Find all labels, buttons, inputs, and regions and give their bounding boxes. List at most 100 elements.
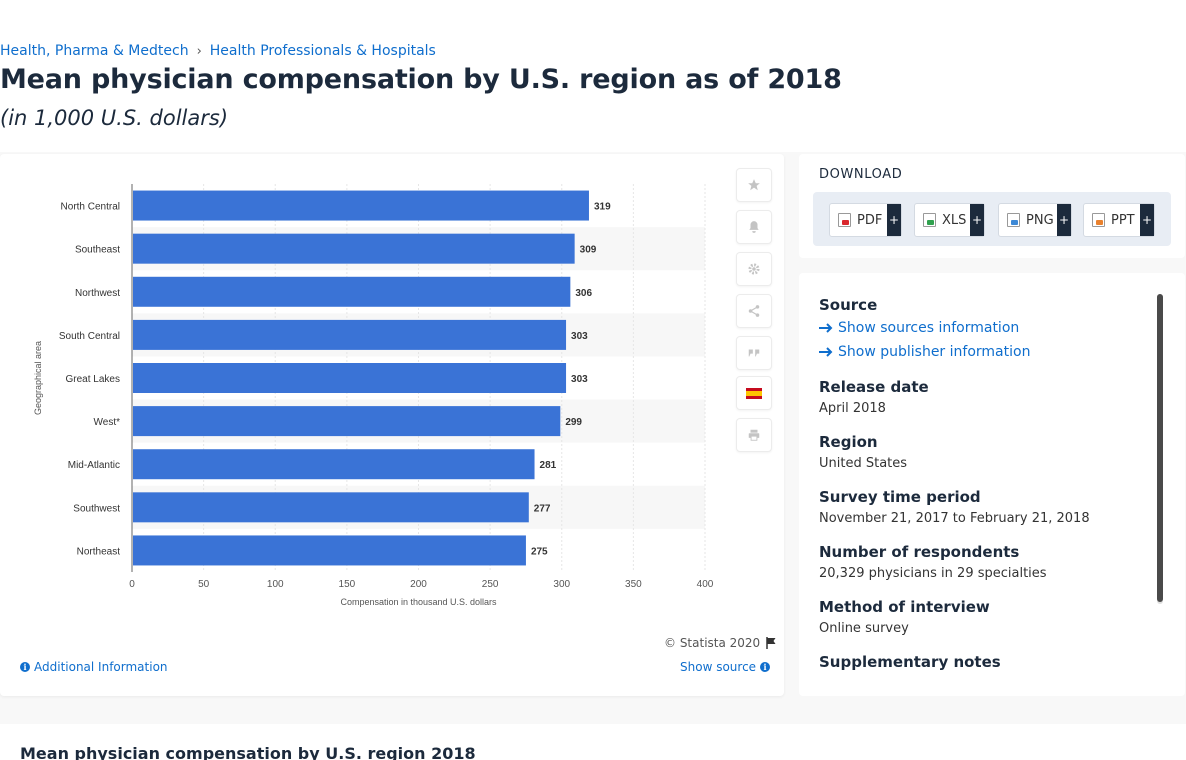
bar: [133, 276, 571, 307]
show-source-label: Show source: [680, 660, 757, 674]
gear-icon: [748, 263, 760, 275]
source-label: Source: [819, 296, 878, 314]
bar: [133, 363, 567, 393]
interview-method-value: Online survey: [819, 621, 909, 636]
region-label: Region: [819, 433, 878, 451]
survey-period-label: Survey time period: [819, 488, 981, 506]
category-label: West*: [94, 417, 121, 428]
download-ppt-label: PPT: [1111, 212, 1135, 228]
arrow-right-icon: [819, 347, 833, 357]
bar: [133, 319, 567, 350]
settings-button[interactable]: [736, 252, 772, 286]
quote-icon: [748, 349, 760, 357]
bar: [133, 233, 575, 264]
info-icon: i: [20, 662, 30, 672]
header-area: [0, 0, 1186, 152]
respondents-value: 20,329 physicians in 29 specialties: [819, 566, 1047, 581]
x-tick-label: 300: [553, 579, 570, 590]
category-label: South Central: [59, 331, 120, 342]
favorite-button[interactable]: [736, 168, 772, 202]
plus-icon: +: [970, 204, 984, 236]
survey-period-value: November 21, 2017 to February 21, 2018: [819, 511, 1090, 526]
category-label: Great Lakes: [66, 374, 120, 385]
arrow-right-icon: [819, 323, 833, 333]
download-card: DOWNLOAD PDF + XLS + PNG + PPT +: [799, 154, 1185, 258]
details-list: Source Show sources information Show pub…: [819, 273, 1155, 677]
bar-chart: 0 50 100 150 200 250 300 350 400 319 North Central…: [33, 184, 714, 607]
show-sources-link[interactable]: Show sources information: [819, 320, 1019, 336]
scrollbar-thumb[interactable]: [1157, 294, 1163, 602]
ppt-file-icon: [1092, 213, 1105, 227]
additional-info-link[interactable]: i Additional Information: [20, 660, 168, 674]
breadcrumb-item-professionals[interactable]: Health Professionals & Hospitals: [209, 43, 436, 59]
details-scrollbar[interactable]: [1157, 294, 1163, 604]
x-tick-label: 400: [697, 579, 714, 590]
related-card: Mean physician compensation by U.S. regi…: [0, 724, 1186, 760]
bar: [133, 190, 589, 221]
show-sources-label: Show sources information: [838, 320, 1020, 336]
bar: [133, 492, 529, 523]
share-button[interactable]: [736, 294, 772, 328]
notification-button[interactable]: [736, 210, 772, 244]
download-pdf-label: PDF: [857, 212, 883, 228]
x-tick-label: 150: [339, 579, 356, 590]
png-file-icon: [1007, 213, 1020, 227]
info-icon: i: [760, 662, 771, 672]
x-axis-title: Compensation in thousand U.S. dollars: [340, 597, 497, 607]
additional-info-label: Additional Information: [34, 660, 168, 674]
show-source-link[interactable]: Show source i: [680, 660, 771, 674]
related-title[interactable]: Mean physician compensation by U.S. regi…: [20, 744, 476, 760]
show-publisher-link[interactable]: Show publisher information: [819, 344, 1030, 360]
data-label: 306: [575, 288, 592, 299]
respondents-label: Number of respondents: [819, 543, 1020, 561]
data-label: 275: [531, 546, 548, 557]
cite-button[interactable]: [736, 336, 772, 370]
bar: [133, 449, 535, 480]
breadcrumb: Health, Pharma & Medtech › Health Profes…: [0, 43, 436, 59]
interview-method-label: Method of interview: [819, 598, 990, 616]
y-axis-title: Geographical area: [33, 341, 43, 415]
xls-file-icon: [923, 213, 936, 227]
page-title: Mean physician compensation by U.S. regi…: [0, 64, 842, 95]
language-button[interactable]: [736, 376, 772, 410]
download-ppt-button[interactable]: PPT +: [1083, 203, 1155, 237]
bar: [133, 535, 526, 566]
category-label: Northwest: [75, 288, 120, 299]
flag-es-icon: [746, 387, 762, 399]
x-tick-label: 200: [410, 579, 427, 590]
download-title: DOWNLOAD: [819, 167, 903, 182]
data-label: 299: [565, 417, 582, 428]
download-pdf-button[interactable]: PDF +: [829, 203, 902, 237]
category-label: Northeast: [77, 546, 121, 557]
category-label: Southwest: [73, 503, 120, 514]
download-buttons: PDF + XLS + PNG + PPT +: [813, 192, 1171, 246]
category-label: Mid-Atlantic: [68, 460, 120, 471]
release-date-value: April 2018: [819, 401, 886, 416]
print-icon: [748, 429, 760, 441]
breadcrumb-item-health[interactable]: Health, Pharma & Medtech: [0, 43, 189, 59]
share-icon: [748, 305, 760, 317]
download-png-button[interactable]: PNG +: [998, 203, 1072, 237]
chart-card: 0 50 100 150 200 250 300 350 400 319 North Central…: [0, 154, 784, 696]
data-label: 303: [571, 374, 588, 385]
data-label: 303: [571, 331, 588, 342]
bell-icon: [749, 221, 759, 233]
x-tick-label: 0: [129, 579, 135, 590]
copyright-text: © Statista 2020: [664, 636, 761, 650]
details-card: Source Show sources information Show pub…: [799, 273, 1185, 696]
print-button[interactable]: [736, 418, 772, 452]
breadcrumb-separator: ›: [196, 43, 202, 59]
category-label: North Central: [61, 202, 120, 213]
data-label: 319: [594, 202, 611, 213]
supplementary-notes-label: Supplementary notes: [819, 653, 1001, 671]
download-xls-button[interactable]: XLS +: [914, 203, 985, 237]
pdf-file-icon: [838, 213, 851, 227]
flag-report-icon[interactable]: [766, 637, 777, 649]
release-date-label: Release date: [819, 378, 929, 396]
plus-icon: +: [887, 204, 901, 236]
star-icon: [748, 179, 760, 191]
region-value: United States: [819, 456, 908, 471]
x-tick-label: 250: [482, 579, 499, 590]
plus-icon: +: [1140, 204, 1154, 236]
x-tick-label: 350: [625, 579, 642, 590]
